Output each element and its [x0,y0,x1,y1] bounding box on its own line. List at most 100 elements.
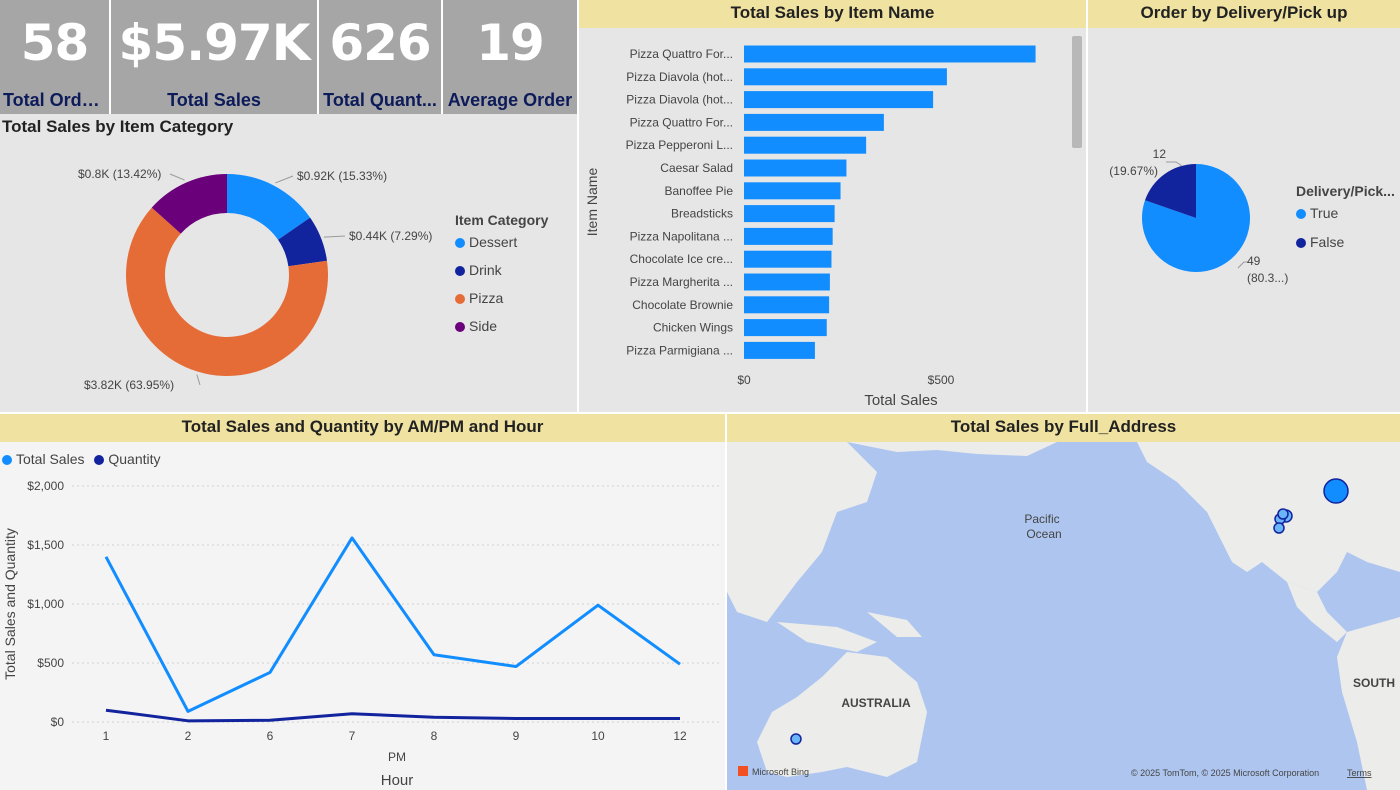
item-category-label: Pizza Pepperoni L... [626,138,733,152]
sales-bubble[interactable] [790,733,802,745]
south-label: SOUTH [1353,676,1395,690]
x-tick-label: 12 [673,729,687,743]
legend-item-pizza[interactable]: Pizza [455,290,548,318]
legend-item-drink[interactable]: Drink [455,262,548,290]
pizza-data-label: $3.82K (63.95%) [84,378,174,392]
x-tick-label: 9 [513,729,520,743]
australia-landmass [757,652,927,777]
south-america-landmass [1337,617,1400,790]
x-tick-label: 8 [431,729,438,743]
item-chart-title: Total Sales by Item Name [579,0,1086,28]
kpi-total-quantity[interactable]: 626 Total Quant... [319,0,441,114]
item-bar[interactable] [744,91,934,109]
map-panel[interactable]: Total Sales by Full_Address Pacific Ocea… [727,414,1400,790]
kpi-value: $5.97K [118,14,311,72]
ocean-label-line2: Ocean [1026,527,1061,541]
x-tick-label: 2 [185,729,192,743]
legend-item-true[interactable]: True [1296,205,1395,234]
item-bar[interactable] [744,159,847,177]
x-tick-label: 10 [591,729,605,743]
item-bar[interactable] [744,319,827,337]
item-y-axis-title: Item Name [584,168,600,237]
y-tick-2000: $2,000 [27,479,64,493]
legend-item-false[interactable]: False [1296,234,1395,263]
legend-label: Quantity [108,451,161,467]
item-bar[interactable] [744,205,835,223]
delivery-legend: Delivery/Pick... True False [1296,183,1395,263]
pm-group-label: PM [388,750,406,764]
category-chart-title: Total Sales by Item Category [2,117,234,136]
hour-chart-panel[interactable]: Total Sales and Quantity by AM/PM and Ho… [0,414,725,790]
ocean-label-line1: Pacific [1024,512,1059,526]
side-swatch-icon [455,322,465,332]
map-title: Total Sales by Full_Address [727,414,1400,442]
sales-bubble[interactable] [1277,508,1289,520]
legend-label: Total Sales [16,451,85,467]
item-bar[interactable] [744,296,830,314]
legend-label: False [1310,234,1345,250]
legend-title: Item Category [455,212,549,228]
donut-slice-pizza[interactable] [126,207,329,376]
side-data-label: $0.8K (13.42%) [78,167,161,181]
pie-slice-false[interactable] [1144,164,1196,218]
category-chart-panel[interactable]: Total Sales by Item Category $0.92K (15.… [0,114,577,412]
sales-bubble[interactable] [1323,478,1349,504]
dessert-swatch-icon [455,238,465,248]
kpi-total-sales[interactable]: $5.97K Total Sales [111,0,317,114]
delivery-chart-panel[interactable]: Order by Delivery/Pick up 12 (19.67%) 49… [1088,0,1400,412]
x-tick-0: $0 [737,373,751,387]
item-bar[interactable] [744,136,867,154]
false-swatch-icon [1296,238,1306,248]
item-category-label: Chocolate Brownie [632,298,733,312]
legend-item-total-sales[interactable]: Total Sales [2,451,84,467]
leader-line [275,175,294,184]
map-copyright: © 2025 TomTom, © 2025 Microsoft Corporat… [1131,768,1319,778]
item-bar[interactable] [744,113,884,131]
false-count-label: 12 [1153,147,1167,161]
item-category-label: Caesar Salad [660,161,733,175]
item-category-label: Pizza Diavola (hot... [626,70,733,84]
item-category-label: Pizza Margherita ... [630,275,733,289]
hour-line-chart[interactable]: $2,000 $1,500 $1,000 $500 $0 1 2 6 7 8 9 10 12 … [0,414,725,790]
donut-slice-dessert[interactable] [227,174,311,240]
x-tick-500: $500 [928,373,955,387]
kpi-value: 626 [329,14,431,72]
delivery-pie[interactable]: 12 (19.67%) 49 (80.3...) [1088,0,1400,412]
item-chart-scrollbar[interactable] [1072,36,1082,148]
legend-item-dessert[interactable]: Dessert [455,234,548,262]
item-bar[interactable] [744,341,815,359]
hour-legend: Total Sales Quantity [2,451,161,467]
item-bar-chart[interactable]: Item Name Pizza Quattro For... Pizza Diav… [579,0,1086,412]
item-bar[interactable] [744,68,947,86]
microsoft-logo-icon [738,766,748,776]
item-bar[interactable] [744,250,832,268]
category-legend: Item Category Dessert Drink Pizza Side [455,212,548,346]
item-bar[interactable] [744,227,833,245]
item-bar[interactable] [744,273,830,291]
item-category-label: Breadsticks [671,207,733,221]
item-bar[interactable] [744,45,1036,63]
dessert-data-label: $0.92K (15.33%) [297,169,387,183]
item-category-label: Pizza Quattro For... [630,115,733,129]
kpi-total-orders[interactable]: 58 Total Orders [0,0,109,114]
donut-slice-drink[interactable] [278,217,327,267]
hour-chart-title: Total Sales and Quantity by AM/PM and Ho… [0,414,725,442]
category-donut[interactable]: $0.92K (15.33%) $0.44K (7.29%) $3.82K (6… [0,114,577,412]
pie-slice-true[interactable] [1142,164,1250,273]
item-category-label: Pizza Napolitana ... [630,229,733,243]
sales-bubble[interactable] [1273,522,1285,534]
kpi-value: 19 [476,14,545,72]
central-america-landmass [1287,582,1347,642]
donut-slice-side[interactable] [151,174,227,234]
item-chart-panel[interactable]: Total Sales by Item Name Item Name Pizza… [579,0,1086,412]
item-bar[interactable] [744,182,841,200]
false-leader-line [1166,161,1183,167]
terms-link[interactable]: Terms [1347,768,1372,778]
quantity-line[interactable] [105,708,680,723]
legend-item-side[interactable]: Side [455,318,548,346]
legend-item-quantity[interactable]: Quantity [94,451,161,467]
total-sales-line[interactable] [104,536,681,713]
x-tick-label: 6 [267,729,274,743]
kpi-average-order[interactable]: 19 Average Order [443,0,577,114]
map-canvas[interactable]: Pacific Ocean AUSTRALIA SOUTH Microsoft … [727,442,1400,790]
